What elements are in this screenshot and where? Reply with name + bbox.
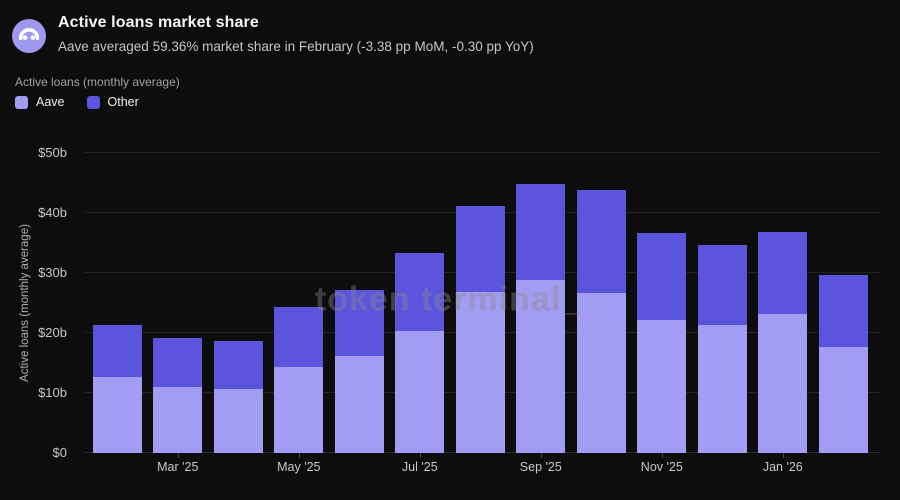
x-tick bbox=[782, 453, 784, 458]
y-tick-label: $40b bbox=[38, 205, 67, 220]
y-tick-label: $50b bbox=[38, 145, 67, 160]
legend-title: Active loans (monthly average) bbox=[15, 75, 180, 89]
bar-segment-other[interactable] bbox=[334, 290, 384, 357]
bar-jul25[interactable] bbox=[395, 253, 445, 453]
aave-logo-icon[interactable] bbox=[12, 19, 46, 53]
bar-segment-aave[interactable] bbox=[395, 331, 445, 453]
bar-segment-aave[interactable] bbox=[576, 292, 626, 453]
gridline-$50b bbox=[85, 152, 880, 153]
y-tick-label: $10b bbox=[38, 385, 67, 400]
bar-segment-aave[interactable] bbox=[455, 291, 505, 453]
bar-sep25[interactable] bbox=[516, 184, 566, 453]
bar-feb25[interactable] bbox=[92, 325, 142, 453]
legend-label-other: Other bbox=[107, 95, 139, 109]
bar-segment-aave[interactable] bbox=[818, 347, 868, 453]
bar-segment-other[interactable] bbox=[697, 244, 747, 326]
other-swatch-icon bbox=[86, 95, 100, 109]
x-tick-label: Mar '25 bbox=[157, 460, 199, 474]
x-tick-label: Sep '25 bbox=[519, 460, 562, 474]
bar-segment-other[interactable] bbox=[153, 338, 203, 387]
chart-header: Active loans market share Aave averaged … bbox=[0, 0, 900, 60]
y-axis-labels: $0 $10b $20b $30b $40b $50b bbox=[0, 145, 75, 460]
bar-segment-aave[interactable] bbox=[213, 388, 263, 453]
y-tick-label: $20b bbox=[38, 325, 67, 340]
bar-feb26[interactable] bbox=[818, 274, 868, 453]
chart-subtitle: Aave averaged 59.36% market share in Feb… bbox=[58, 39, 534, 54]
legend-item-other[interactable]: Other bbox=[86, 95, 139, 109]
bar-segment-aave[interactable] bbox=[637, 319, 687, 453]
bar-segment-aave[interactable] bbox=[516, 279, 566, 453]
bar-segment-aave[interactable] bbox=[92, 376, 142, 453]
legend-item-aave[interactable]: Aave bbox=[15, 95, 65, 109]
bar-apr25[interactable] bbox=[213, 341, 263, 453]
bar-segment-other[interactable] bbox=[274, 306, 324, 367]
bar-segment-other[interactable] bbox=[395, 253, 445, 332]
x-tick-label: May '25 bbox=[277, 460, 321, 474]
x-tick bbox=[540, 453, 542, 458]
bar-segment-other[interactable] bbox=[455, 206, 505, 292]
bar-mar25[interactable] bbox=[153, 338, 203, 453]
bar-segment-other[interactable] bbox=[92, 325, 142, 377]
x-tick bbox=[177, 453, 179, 458]
bar-segment-other[interactable] bbox=[576, 190, 626, 293]
legend: Aave Other bbox=[15, 95, 139, 109]
bar-may25[interactable] bbox=[274, 306, 324, 453]
bar-segment-aave[interactable] bbox=[697, 325, 747, 453]
x-tick bbox=[661, 453, 663, 458]
bar-segment-other[interactable] bbox=[818, 274, 868, 348]
x-tick bbox=[419, 453, 421, 458]
bar-aug25[interactable] bbox=[455, 206, 505, 453]
y-tick-label: $0 bbox=[52, 445, 67, 460]
bar-jun25[interactable] bbox=[334, 290, 384, 453]
bar-segment-other[interactable] bbox=[516, 184, 566, 280]
x-tick-label: Jul '25 bbox=[401, 460, 438, 474]
legend-label-aave: Aave bbox=[36, 95, 65, 109]
bar-segment-aave[interactable] bbox=[153, 387, 203, 453]
bar-segment-aave[interactable] bbox=[274, 366, 324, 453]
bar-segment-other[interactable] bbox=[758, 232, 808, 315]
bar-oct25[interactable] bbox=[576, 190, 626, 453]
bar-dec25[interactable] bbox=[697, 244, 747, 453]
y-tick-label: $30b bbox=[38, 265, 67, 280]
x-tick-label: Jan '26 bbox=[762, 460, 803, 474]
bar-segment-aave[interactable] bbox=[758, 314, 808, 453]
x-tick bbox=[298, 453, 300, 458]
page-title: Active loans market share bbox=[58, 14, 259, 31]
bar-nov25[interactable] bbox=[637, 233, 687, 453]
stacked-bar-chart bbox=[85, 152, 880, 453]
aave-swatch-icon bbox=[15, 95, 28, 109]
bar-jan26[interactable] bbox=[758, 232, 808, 453]
bar-segment-other[interactable] bbox=[637, 233, 687, 320]
x-tick-label: Nov '25 bbox=[640, 460, 683, 474]
bar-segment-other[interactable] bbox=[213, 341, 263, 389]
bar-segment-aave[interactable] bbox=[334, 356, 384, 453]
x-axis-labels: Mar '25 May '25 Jul '25 Sep '25 Nov '25 Jan '… bbox=[85, 453, 880, 483]
